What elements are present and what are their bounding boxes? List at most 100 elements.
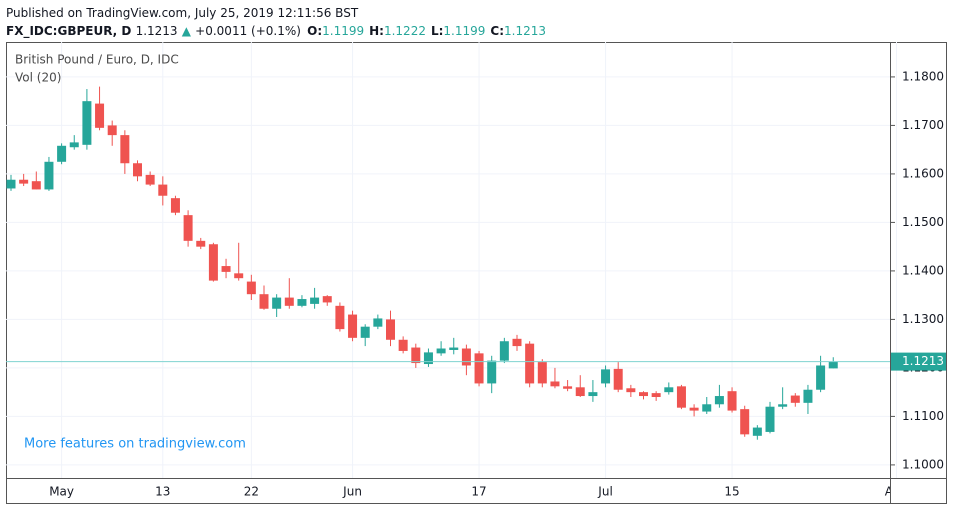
candle-body (727, 391, 737, 411)
candle-body (550, 381, 560, 387)
last-price-label: 1.1213 (902, 354, 944, 368)
candle-body (6, 179, 16, 189)
candle-body (639, 392, 648, 397)
candle-body (183, 215, 193, 241)
candle-body (689, 407, 699, 411)
candle-body (170, 198, 180, 213)
candle-body (714, 396, 724, 405)
ohlc-value: 1.1213 (504, 24, 547, 38)
x-tick-label: Jun (342, 485, 362, 499)
last-price-box (891, 352, 946, 371)
candle-body (196, 240, 206, 247)
frame (6, 42, 947, 504)
candle-body (44, 161, 54, 190)
candle-body (133, 163, 142, 177)
candle-body (284, 297, 294, 306)
candle-body (676, 386, 686, 408)
price: 1.1213 (135, 24, 178, 38)
y-tick-label: 1.1100 (902, 409, 944, 423)
candle-body (449, 347, 459, 350)
candle-body (816, 365, 826, 390)
symbol: FX_IDC:GBPEUR, D (6, 24, 132, 38)
y-tick-label: 1.1800 (902, 69, 944, 83)
candle-body (563, 386, 573, 389)
candle-body (398, 339, 408, 351)
quote-line: FX_IDC:GBPEUR, D 1.1213 ▲ +0.0011 (+0.1%… (6, 22, 549, 40)
candle-body (423, 352, 433, 365)
candle-body (613, 368, 623, 390)
candle-body (208, 244, 218, 281)
y-tick-label: 1.1000 (902, 457, 944, 471)
candle-body (335, 305, 345, 330)
candle-body (512, 338, 522, 347)
candle-body (525, 343, 535, 384)
candle-body (790, 395, 800, 403)
candle-body (221, 266, 231, 272)
candle-body (373, 318, 383, 327)
candle-body (272, 297, 282, 309)
candle-body (537, 362, 547, 384)
ohlc-label: C: (490, 24, 505, 38)
candle-body (575, 387, 585, 397)
candle-body (234, 273, 244, 279)
ohlc-label: H: (369, 24, 384, 38)
candle-body (31, 181, 41, 190)
ohlc-value: 1.1199 (322, 24, 365, 38)
up-arrow: ▲ (181, 24, 191, 38)
ohlc: O:1.1199 H:1.1222 L:1.1199 C:1.1213 (305, 24, 549, 38)
annotation: More features on tradingview.com (24, 437, 246, 452)
x-labels: May 13 22 Jun 17 Jul 15 Aug (49, 485, 890, 499)
header: Published on TradingView.com, July 25, 2… (6, 4, 549, 40)
candle-body (246, 281, 256, 295)
candle-body (803, 389, 813, 403)
candle-body (145, 174, 155, 185)
candle-body (626, 388, 636, 393)
chart-title: British Pound / Euro, D, IDC (15, 53, 179, 67)
candle-body (411, 347, 421, 364)
x-tick-label: 15 (724, 485, 739, 499)
candle-body (664, 387, 674, 393)
candle-body (69, 142, 79, 148)
candle-body (310, 297, 320, 304)
candle-body (765, 406, 775, 432)
candle-body (487, 360, 497, 384)
y-tick-label: 1.1300 (902, 312, 944, 326)
candle-body (107, 125, 117, 136)
x-tick-label: May (49, 485, 74, 499)
candle-body (19, 179, 29, 184)
candle-body (348, 314, 358, 338)
candle-body (82, 101, 92, 145)
candle-body (651, 393, 661, 398)
subtitle: Vol (20) (15, 71, 61, 85)
candle-body (461, 348, 471, 366)
candle-body (828, 361, 838, 369)
published: Published on TradingView.com, July 25, 2… (6, 6, 359, 20)
y-tick-label: 1.1600 (902, 166, 944, 180)
y-tick-label: 1.1500 (902, 215, 944, 229)
candle-body (740, 409, 750, 435)
y-tick-label: 1.1700 (902, 118, 944, 132)
candle-body (702, 404, 712, 412)
x-tick-label: Jul (597, 485, 612, 499)
x-tick-label: 22 (244, 485, 259, 499)
candle-body (778, 404, 788, 407)
ohlc-label: L: (430, 24, 444, 38)
candle-body (386, 319, 395, 340)
x-tick-label: 13 (155, 485, 170, 499)
ohlc-value: 1.1199 (443, 24, 486, 38)
candle-body (95, 103, 105, 128)
candle-body (158, 184, 168, 196)
candle-body (259, 294, 269, 309)
ohlc-value: 1.1222 (383, 24, 426, 38)
candle-body (601, 369, 611, 384)
candle-body (57, 145, 67, 162)
candle-body (499, 341, 509, 361)
candle-body (297, 299, 307, 306)
candle-body (436, 348, 446, 354)
candle-body (588, 392, 598, 397)
candle-body (120, 135, 130, 164)
candle-body (474, 353, 484, 384)
x-tick-label: 17 (471, 485, 486, 499)
